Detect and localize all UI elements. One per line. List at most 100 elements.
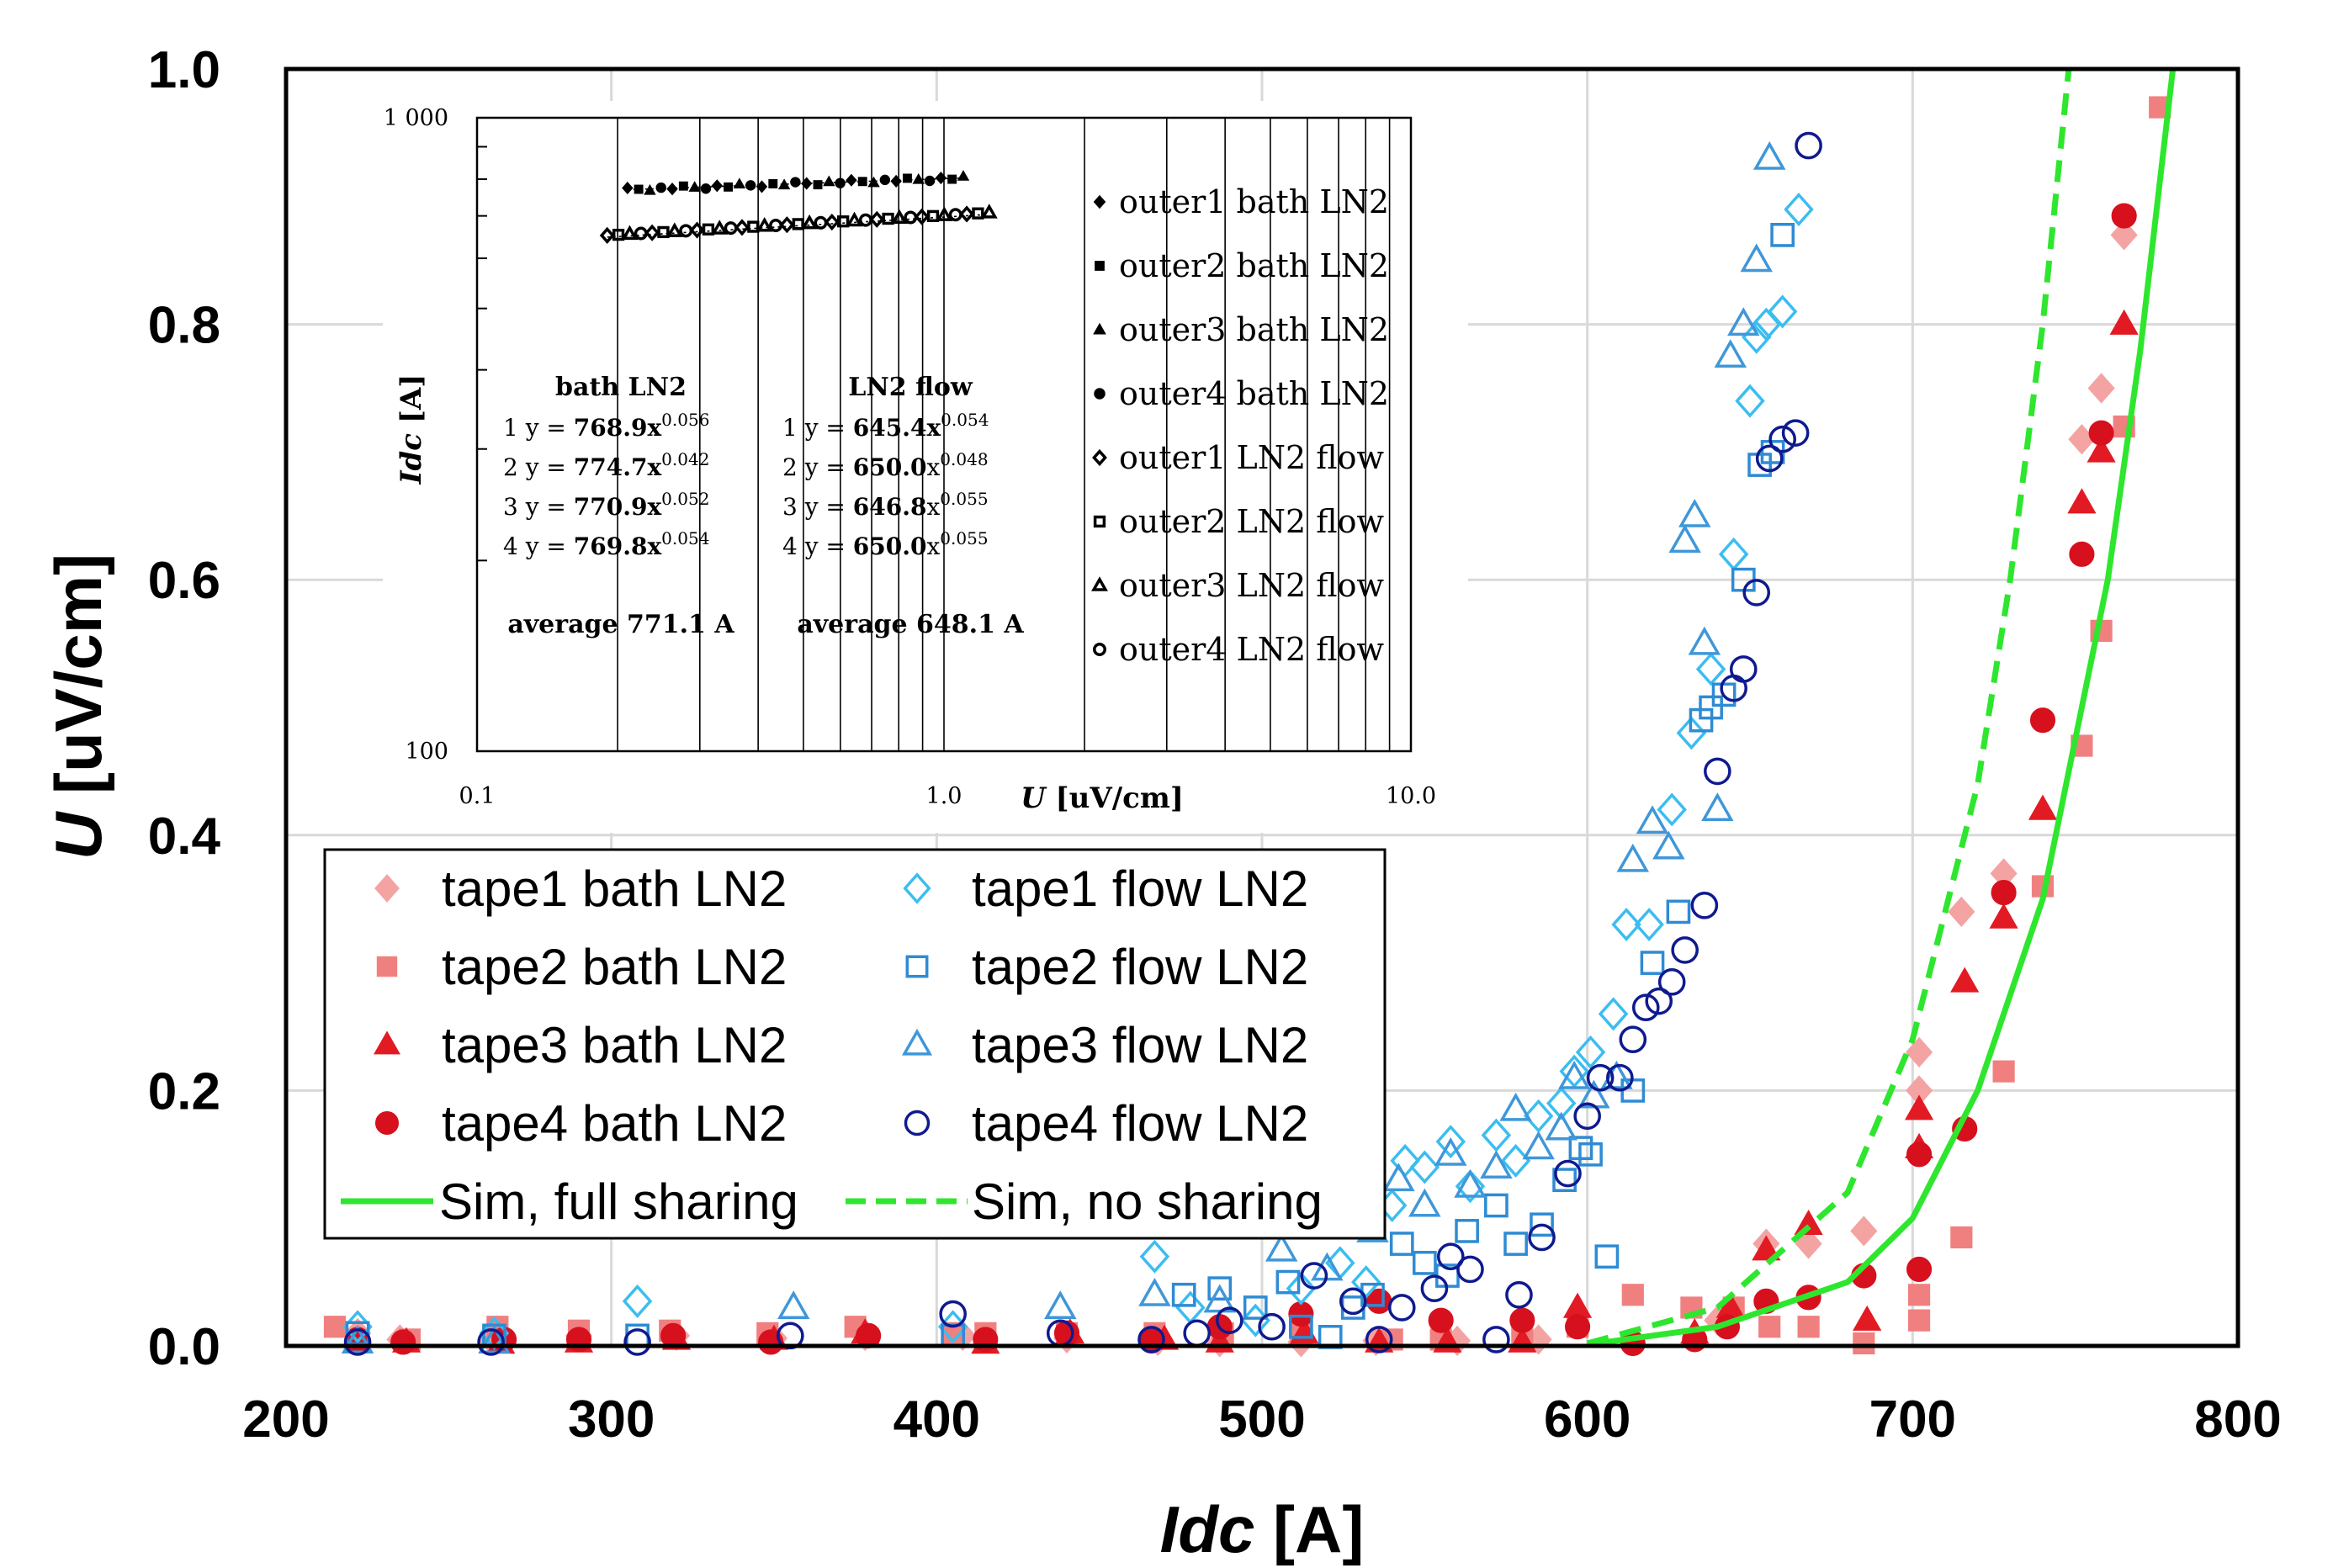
inset-legend-label: outer2 bath LN2 bbox=[1119, 247, 1389, 284]
equation-exponent: 0.054 bbox=[661, 528, 709, 548]
data-point bbox=[1265, 1232, 1298, 1262]
inset-flow-point bbox=[972, 207, 984, 220]
data-point bbox=[2111, 203, 2137, 229]
data-point bbox=[2029, 707, 2056, 734]
equation-exponent: 0.042 bbox=[661, 449, 709, 469]
data-point bbox=[1528, 1223, 1556, 1252]
legend-item: tape2 bath LN2 bbox=[376, 939, 787, 995]
data-point bbox=[1455, 1219, 1479, 1243]
data-point bbox=[1530, 1212, 1554, 1237]
inset-flow-point bbox=[734, 219, 750, 236]
data-point bbox=[1480, 1150, 1513, 1179]
data-point bbox=[1784, 192, 1814, 226]
data-point bbox=[2109, 309, 2139, 335]
inset-flow-point bbox=[689, 221, 705, 239]
inset-flow-point bbox=[779, 216, 795, 234]
data-point bbox=[1742, 579, 1771, 607]
main-legend: tape1 bath LN2 tape1 flow LN2 tape2 bath L… bbox=[323, 848, 1387, 1240]
data-point bbox=[1948, 896, 1975, 927]
data-point bbox=[1797, 1316, 1820, 1338]
data-point bbox=[1557, 1060, 1591, 1089]
data-point bbox=[1989, 903, 2018, 929]
equation-prefix: 1 y = bbox=[503, 414, 574, 442]
inset-x-tick-label: 0.1 bbox=[459, 783, 496, 809]
data-point bbox=[1621, 1284, 1644, 1306]
data-point bbox=[1578, 1142, 1603, 1167]
legend-marker bbox=[374, 874, 400, 903]
data-point bbox=[939, 1300, 967, 1328]
x-axis-title-var: Idc bbox=[1160, 1492, 1255, 1566]
inset-legend-marker bbox=[1093, 322, 1106, 335]
inset-legend-label: outer4 bath LN2 bbox=[1119, 375, 1389, 412]
data-point bbox=[1657, 792, 1687, 827]
data-point bbox=[1434, 1136, 1467, 1166]
inset-bath-point bbox=[688, 181, 701, 192]
data-point bbox=[1714, 339, 1747, 368]
inset-flow-fits-equation: 1 y = 645.4x0.054 bbox=[782, 410, 989, 442]
data-point bbox=[1565, 1314, 1591, 1340]
equation-prefix: 3 y = bbox=[503, 493, 574, 521]
equation-coefficient: 650.0 bbox=[853, 532, 927, 560]
legend-label: tape1 bath LN2 bbox=[442, 861, 787, 917]
data-point bbox=[1258, 1312, 1286, 1341]
data-point bbox=[1755, 444, 1784, 473]
inset-legend-label: outer1 LN2 flow bbox=[1119, 439, 1384, 476]
data-point bbox=[565, 1327, 592, 1353]
data-point bbox=[1636, 805, 1669, 834]
inset-y-axis-title: Idc [A] bbox=[395, 374, 428, 485]
inset-bath-series bbox=[622, 169, 970, 196]
data-point bbox=[1704, 757, 1731, 786]
data-point bbox=[1505, 1280, 1533, 1309]
equation-exponent: 0.055 bbox=[940, 489, 988, 509]
data-point bbox=[1387, 1294, 1416, 1322]
data-point bbox=[1904, 1094, 1934, 1120]
data-point bbox=[1690, 891, 1719, 919]
equation-coefficient: 646.8 bbox=[853, 493, 927, 521]
data-point bbox=[1727, 307, 1760, 336]
data-point bbox=[1382, 1163, 1415, 1192]
legend-item: tape2 flow LN2 bbox=[905, 939, 1308, 995]
data-point bbox=[1611, 908, 1641, 942]
inset-legend-marker bbox=[1093, 194, 1106, 209]
data-point bbox=[1481, 1118, 1512, 1152]
data-point bbox=[1435, 1125, 1466, 1159]
legend-marker bbox=[376, 956, 398, 977]
legend-label: tape1 flow LN2 bbox=[972, 861, 1308, 917]
inset-bath-fits-average: average 771.1 A bbox=[507, 610, 734, 639]
x-tick-label: 300 bbox=[568, 1391, 655, 1449]
y-tick-label: 0.8 bbox=[148, 297, 220, 355]
x-tick-label: 600 bbox=[1544, 1391, 1631, 1449]
inset-flow-fits-equation: 4 y = 650.0x0.055 bbox=[782, 528, 989, 560]
data-point bbox=[1907, 1284, 1931, 1306]
data-point bbox=[1906, 1256, 1933, 1282]
data-point bbox=[1420, 1274, 1449, 1302]
data-point bbox=[1906, 1142, 1933, 1168]
inset-flow-point bbox=[644, 224, 660, 241]
legend-item: Sim, no sharing bbox=[846, 1173, 1323, 1230]
data-point bbox=[1699, 695, 1723, 720]
inset-bath-point bbox=[813, 180, 823, 190]
inset-legend-label: outer4 LN2 flow bbox=[1119, 631, 1384, 668]
data-point bbox=[1499, 1092, 1532, 1121]
legend-label: Sim, no sharing bbox=[972, 1173, 1323, 1230]
y-tick-label: 1.0 bbox=[148, 41, 220, 99]
data-point bbox=[1138, 1277, 1171, 1306]
data-point bbox=[1735, 384, 1765, 418]
data-point bbox=[1598, 997, 1629, 1031]
data-point bbox=[343, 1328, 372, 1356]
inset-legend-label: outer3 LN2 flow bbox=[1119, 567, 1384, 604]
inset-bath-point bbox=[823, 175, 835, 187]
legend-box bbox=[323, 848, 1387, 1240]
inset-bath-point bbox=[790, 177, 801, 188]
inset-bath-point bbox=[745, 180, 756, 191]
x-tick-label: 700 bbox=[1869, 1391, 1956, 1449]
data-point bbox=[1992, 1060, 2015, 1083]
sim-no-sharing-line bbox=[1586, 68, 2072, 1347]
legend-item: tape3 flow LN2 bbox=[901, 1017, 1308, 1073]
inset-legend-label: outer2 LN2 flow bbox=[1119, 503, 1384, 540]
data-point bbox=[478, 1325, 511, 1353]
inset-flow-point bbox=[837, 215, 850, 228]
legend-label: tape3 bath LN2 bbox=[442, 1017, 787, 1073]
data-point bbox=[1554, 1159, 1582, 1188]
data-point bbox=[1645, 987, 1673, 1015]
